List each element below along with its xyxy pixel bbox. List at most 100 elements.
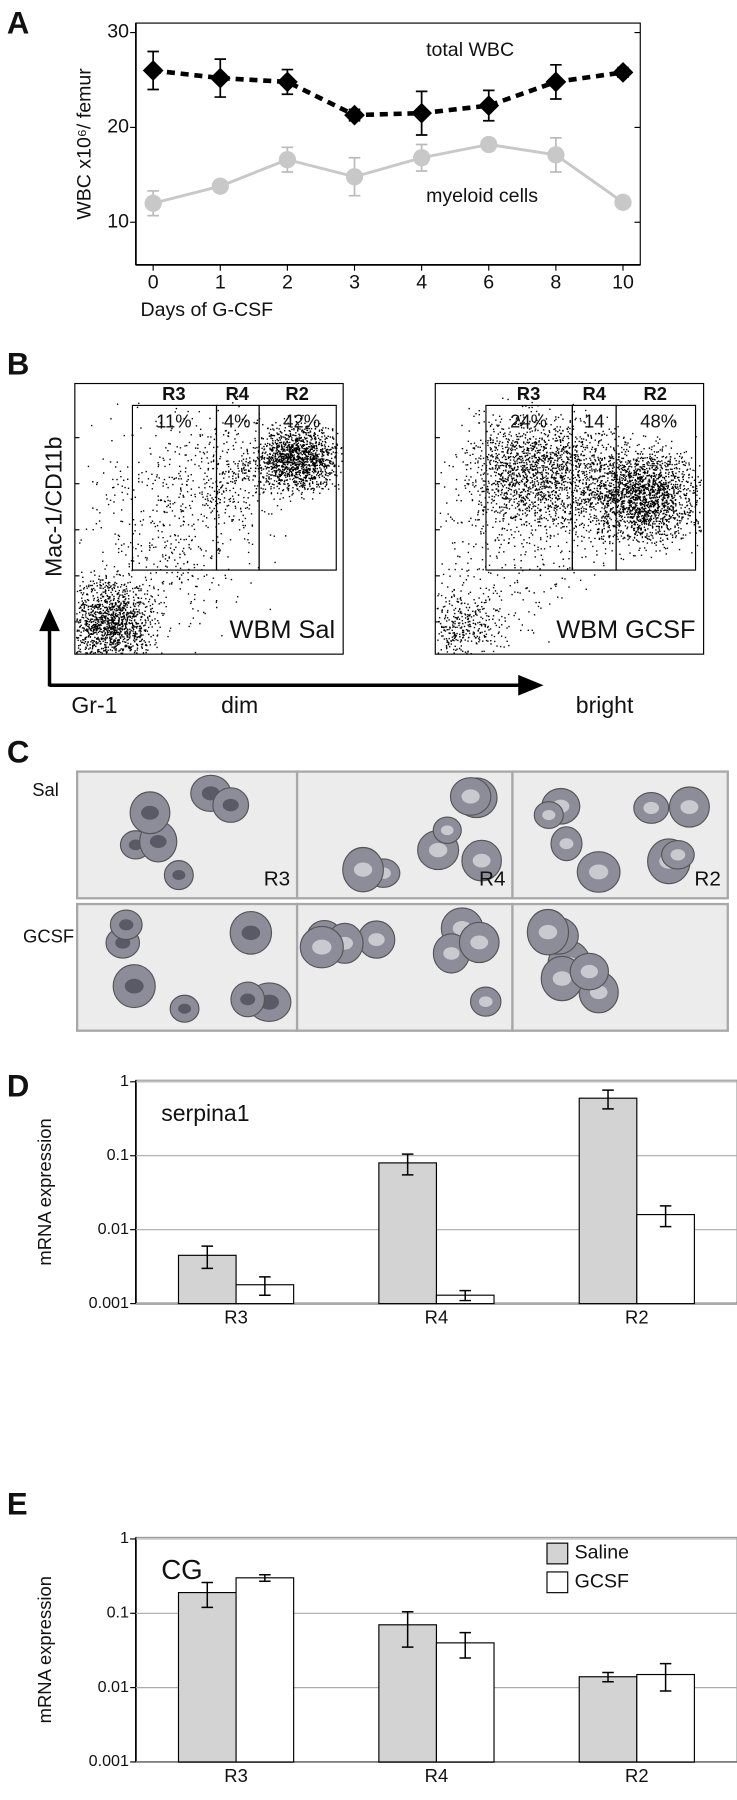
marker <box>278 151 297 169</box>
arrow-head <box>518 674 544 696</box>
bar <box>235 1577 295 1763</box>
gate-percent: 42% <box>283 411 320 432</box>
axis-note: dim <box>221 692 258 718</box>
bar <box>378 1162 438 1305</box>
marker <box>478 95 500 116</box>
legend-swatch <box>546 1571 569 1594</box>
x-tick-label: 10 <box>612 272 634 294</box>
y-tick-label: 10 <box>107 210 129 232</box>
error-bar <box>259 1573 271 1582</box>
y-tick-label: 0.001 <box>89 1294 129 1312</box>
y-axis-label: WBC x10⁶/ femur <box>73 68 95 220</box>
y-tick-label: 0.01 <box>98 1678 129 1696</box>
nucleus <box>589 864 609 880</box>
gate-label: R4 <box>225 383 249 404</box>
marker <box>344 104 365 126</box>
nucleus <box>124 978 144 994</box>
error-bar <box>401 1610 414 1648</box>
marker <box>211 177 229 195</box>
plot-frame <box>74 382 344 655</box>
error-bar <box>459 1289 471 1302</box>
nucleus <box>443 947 460 960</box>
series-line <box>152 143 624 205</box>
y-tick-label: 20 <box>107 116 129 138</box>
axis-note: bright <box>576 692 634 718</box>
x-tick-label: 0 <box>148 272 159 294</box>
axis-label: Gr-1 <box>71 692 117 718</box>
x-axis-label: Days of G-CSF <box>140 299 273 321</box>
column-label: R2 <box>694 867 721 890</box>
marker <box>277 71 298 93</box>
y-tick-label: 0.01 <box>98 1220 129 1238</box>
plot-frame <box>434 382 705 655</box>
error-bar <box>602 1671 614 1683</box>
nucleus <box>149 835 167 849</box>
x-tick-label: 6 <box>483 272 494 294</box>
gate <box>258 404 337 571</box>
x-tick-label: R2 <box>625 1765 649 1786</box>
gate-label: R2 <box>285 383 309 404</box>
row-label: GCSF <box>23 925 74 946</box>
gate-label: R3 <box>517 383 541 404</box>
y-tick-label: 30 <box>107 21 129 43</box>
column-label: R4 <box>479 867 506 890</box>
y-tick-label: 1 <box>120 1529 129 1547</box>
y-tick-label: 0.001 <box>89 1752 129 1770</box>
nucleus <box>461 789 480 804</box>
marker <box>412 149 431 167</box>
x-tick-label: 1 <box>215 272 226 294</box>
x-tick-label: 3 <box>349 272 360 294</box>
x-tick-label: 2 <box>282 272 293 294</box>
nucleus <box>643 801 660 815</box>
marker <box>209 67 231 89</box>
x-tick-label: R4 <box>425 1306 449 1327</box>
annotation: total WBC <box>426 39 514 61</box>
legend-label: Saline <box>575 1542 629 1564</box>
bar <box>636 1214 695 1305</box>
axis-label: Mac-1/CD11b <box>40 437 66 577</box>
nucleus <box>241 925 261 941</box>
nucleus <box>580 964 598 979</box>
gate-percent: 48% <box>640 411 677 432</box>
y-tick-label: 0.1 <box>107 1604 129 1622</box>
arrow-head <box>39 608 60 632</box>
y-tick-label: 0.1 <box>107 1146 129 1164</box>
bar <box>435 1642 495 1763</box>
nucleus <box>478 996 493 1007</box>
gate <box>615 404 697 571</box>
charts: 10 20 30 WBC x10⁶/ femur 0 1 2 3 4 6 8 10 Days of G-… <box>34 21 737 1786</box>
cytology-panel: Sal GCSF R3 R4 R2 <box>23 770 729 1032</box>
bar <box>578 1676 638 1763</box>
marker <box>545 71 567 93</box>
marker <box>144 194 162 212</box>
y-axis-label: mRNA expression <box>34 1118 55 1265</box>
nucleus <box>552 971 572 986</box>
nucleus <box>222 798 239 812</box>
panel-label: C <box>7 735 29 770</box>
marker <box>547 146 565 164</box>
nucleus <box>440 825 454 836</box>
nucleus <box>559 838 574 850</box>
error-bar <box>201 1581 214 1609</box>
y-tick-label: 1 <box>120 1072 129 1090</box>
bar <box>177 1591 237 1763</box>
nucleus <box>178 1003 192 1014</box>
nucleus <box>680 800 699 815</box>
nucleus <box>312 939 332 955</box>
error-bar <box>602 1089 614 1110</box>
bar <box>578 1097 638 1305</box>
error-bar <box>659 1205 672 1228</box>
nucleus <box>172 870 186 881</box>
panel-label: E <box>7 1487 28 1522</box>
y-axis-label: mRNA expression <box>34 1576 55 1723</box>
nucleus <box>119 919 134 931</box>
series-line <box>152 68 624 118</box>
nucleus <box>542 809 556 821</box>
x-tick-label: R3 <box>224 1306 248 1327</box>
gate-label: R3 <box>162 383 186 404</box>
gate-percent: 11% <box>156 411 191 432</box>
gate-label: R4 <box>582 383 606 404</box>
nucleus <box>428 842 448 858</box>
